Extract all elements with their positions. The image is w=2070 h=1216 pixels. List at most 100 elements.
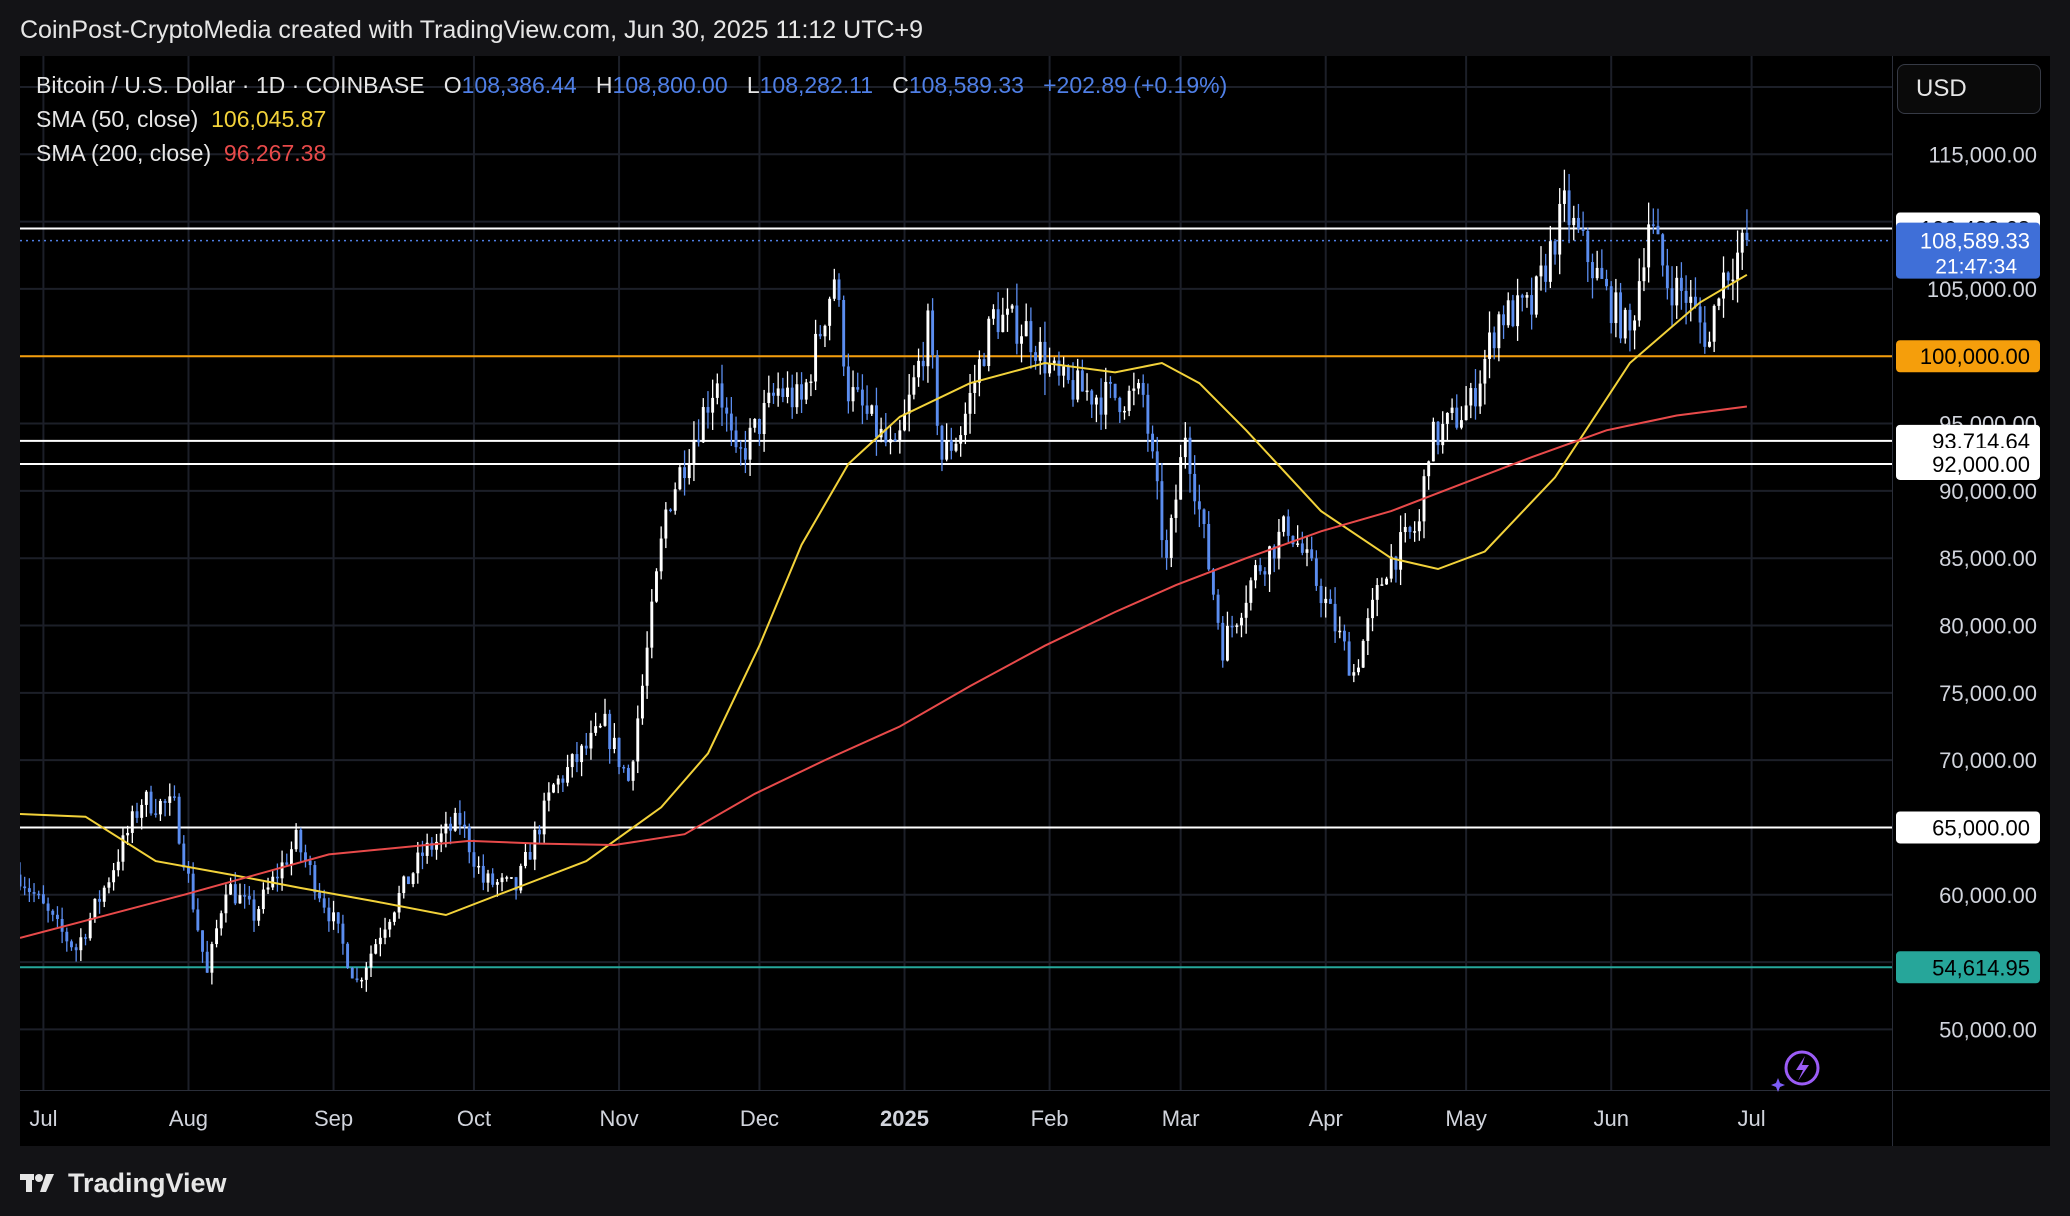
time-tick-label: May — [1445, 1106, 1487, 1131]
candle-body — [491, 873, 495, 885]
price-tick-label: 75,000.00 — [1939, 681, 2037, 706]
candle-body — [1567, 190, 1571, 226]
candle-body — [201, 930, 204, 952]
candle-body — [1436, 421, 1440, 446]
candle-body — [102, 887, 106, 902]
candle-body — [1459, 420, 1463, 428]
candle-body — [697, 439, 701, 443]
candle-body — [1310, 549, 1314, 559]
candle-body — [1052, 360, 1056, 364]
time-tick-label: Sep — [314, 1106, 353, 1131]
candle-body — [149, 791, 153, 814]
candle-body — [584, 745, 588, 749]
candle-body — [1619, 292, 1623, 339]
candle-body — [1581, 228, 1585, 232]
candle-body — [954, 443, 958, 451]
candle-body — [322, 898, 326, 908]
candle-body — [430, 842, 434, 850]
candle-body — [1183, 437, 1187, 458]
candle-body — [1417, 521, 1421, 532]
candle-body — [1230, 625, 1234, 628]
candle-body — [112, 870, 116, 883]
candle-body — [369, 953, 373, 968]
candle-body — [907, 394, 911, 414]
candle-body — [1305, 549, 1309, 553]
candle-body — [1642, 267, 1646, 282]
candle-body — [720, 383, 724, 408]
time-tick-label: Mar — [1162, 1106, 1200, 1131]
price-chart[interactable]: 115,000.00105,000.0095,000.0090,000.0085… — [18, 56, 2050, 1146]
chart-frame[interactable]: 115,000.00 105,000.00 95,000.00 90,000.00 85… — [18, 56, 2050, 1146]
candle-body — [1038, 341, 1042, 361]
candle-body — [1197, 501, 1201, 510]
lightning-icon[interactable] — [1768, 1046, 1828, 1101]
candle-body — [884, 428, 888, 443]
candle-body — [1408, 526, 1412, 533]
candle-body — [786, 387, 789, 397]
candle-body — [645, 647, 649, 686]
candle-body — [1001, 314, 1005, 333]
candle-body — [626, 767, 630, 781]
candle-body — [196, 909, 200, 931]
tradingview-logo[interactable]: TradingView — [20, 1168, 227, 1199]
candle-body — [1085, 390, 1089, 393]
legend-sma50-row[interactable]: SMA (50, close) 106,045.87 — [36, 102, 1227, 136]
candle-body — [1333, 603, 1337, 632]
candle-body — [701, 407, 705, 443]
candle-body — [1127, 390, 1131, 411]
candle-body — [346, 943, 350, 968]
price-tick-label: 60,000.00 — [1939, 883, 2037, 908]
candle-body — [341, 923, 345, 944]
candle-body — [608, 713, 612, 750]
price-level-tag-label: 54,614.95 — [1932, 955, 2030, 980]
price-level-tag-bg — [1896, 447, 2040, 480]
price-tick-label: 80,000.00 — [1939, 614, 2037, 639]
candle-body — [931, 310, 935, 356]
candle-body — [467, 826, 471, 853]
candle-body — [1553, 241, 1557, 255]
footer: TradingView — [0, 1146, 2070, 1216]
legend: Bitcoin / U.S. Dollar · 1D · COINBASE O1… — [36, 68, 1227, 170]
candle-body — [289, 849, 293, 865]
candle-body — [1600, 267, 1604, 279]
candle-body — [1708, 341, 1711, 347]
candle-body — [1240, 617, 1243, 626]
time-tick-label: Oct — [457, 1106, 491, 1131]
candle-body — [1371, 599, 1374, 619]
candle-body — [18, 874, 22, 887]
candle-body — [1099, 397, 1103, 415]
price-levels — [20, 227, 1892, 969]
candle-body — [1576, 217, 1580, 229]
candle-body — [1202, 509, 1206, 524]
candle-body — [556, 778, 560, 785]
currency-button[interactable]: USD — [1897, 64, 2041, 114]
candle-body — [804, 382, 808, 400]
candle-body — [84, 937, 87, 939]
candle-body — [1272, 546, 1276, 559]
candle-body — [378, 937, 382, 945]
candle-body — [116, 861, 120, 871]
candle-body — [1703, 322, 1707, 347]
candle-body — [851, 387, 855, 402]
candle-body — [177, 796, 181, 844]
candle-body — [1731, 279, 1735, 282]
candle-body — [1319, 585, 1323, 604]
candle-body — [350, 967, 354, 979]
candle-body — [1366, 618, 1370, 641]
candle-body — [1740, 232, 1744, 253]
candle-body — [411, 873, 415, 885]
candle-body — [1291, 535, 1295, 545]
candle-body — [458, 812, 462, 825]
candle-body — [229, 884, 233, 895]
price-tick-label: 90,000.00 — [1939, 479, 2037, 504]
candle-body — [74, 947, 78, 951]
candle-body — [1066, 366, 1070, 381]
legend-sma200-row[interactable]: SMA (200, close) 96,267.38 — [36, 136, 1227, 170]
candle-body — [1193, 473, 1197, 502]
candle-body — [1464, 405, 1468, 421]
candle-body — [215, 928, 219, 945]
candle-body — [715, 383, 719, 398]
candle-body — [1722, 272, 1725, 299]
candle-body — [500, 877, 504, 883]
candle-body — [23, 886, 27, 889]
